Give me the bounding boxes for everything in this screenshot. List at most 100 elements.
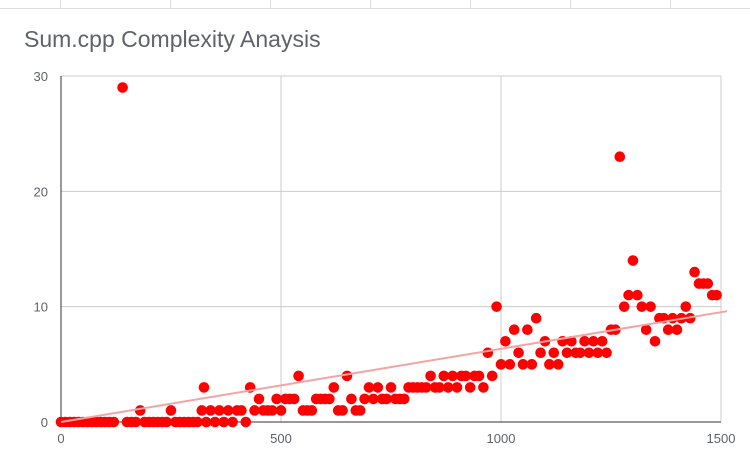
data-point	[425, 370, 436, 382]
data-point	[566, 335, 577, 347]
data-point	[473, 370, 485, 382]
data-point	[482, 347, 494, 359]
y-tick-label: 20	[34, 184, 48, 199]
data-point	[288, 393, 300, 405]
data-point	[649, 335, 661, 347]
y-tick-label: 30	[34, 69, 48, 84]
data-point	[192, 416, 203, 428]
data-point	[346, 393, 357, 405]
data-point	[526, 359, 538, 370]
data-point	[249, 405, 260, 416]
data-point	[209, 416, 221, 428]
x-tick-label: 1000	[487, 431, 516, 446]
data-point	[579, 335, 590, 347]
data-point	[464, 382, 476, 393]
data-point	[517, 359, 529, 370]
data-point	[544, 359, 555, 370]
data-point	[398, 393, 410, 405]
data-point	[442, 382, 454, 393]
data-point	[227, 416, 238, 428]
data-point	[372, 382, 384, 393]
data-point	[504, 359, 516, 370]
data-point	[165, 405, 177, 416]
data-point	[236, 405, 247, 416]
data-point	[434, 382, 445, 393]
data-point	[636, 301, 648, 312]
data-point	[306, 405, 318, 416]
data-point	[574, 347, 586, 359]
data-point	[337, 405, 348, 416]
data-point	[130, 416, 142, 428]
data-point	[478, 382, 489, 393]
trendline	[60, 310, 728, 423]
data-point	[328, 382, 340, 393]
data-point	[438, 370, 450, 382]
data-point	[530, 312, 542, 324]
x-tick-label: 1500	[707, 431, 736, 446]
data-point	[359, 393, 370, 405]
data-point	[271, 393, 282, 405]
data-point	[447, 370, 458, 382]
data-point	[451, 382, 463, 393]
data-point	[618, 301, 630, 312]
data-point	[508, 324, 520, 336]
data-point	[548, 347, 560, 359]
spreadsheet-header-strip	[0, 0, 750, 9]
data-point	[293, 370, 304, 382]
data-point	[632, 289, 643, 301]
data-point	[420, 382, 432, 393]
data-point	[196, 405, 208, 416]
data-point	[513, 347, 524, 359]
data-point	[662, 324, 674, 336]
data-point	[460, 370, 472, 382]
data-point	[161, 416, 172, 428]
data-point	[500, 335, 511, 347]
data-point	[495, 359, 507, 370]
data-point	[200, 416, 212, 428]
data-point	[680, 301, 692, 312]
data-point	[596, 335, 608, 347]
data-point	[614, 151, 626, 163]
data-point	[385, 382, 397, 393]
data-point	[702, 278, 714, 289]
data-point	[627, 255, 639, 266]
data-point	[218, 416, 230, 428]
data-point	[266, 405, 278, 416]
data-point	[240, 416, 252, 428]
data-point	[645, 301, 656, 312]
data-point	[205, 405, 216, 416]
x-tick-label: 500	[270, 431, 292, 446]
data-point	[253, 393, 265, 405]
data-point	[108, 416, 120, 428]
data-point	[117, 82, 128, 93]
data-point	[689, 266, 700, 278]
data-point	[134, 405, 146, 416]
data-point	[592, 347, 604, 359]
data-point	[381, 393, 392, 405]
data-point	[491, 301, 502, 312]
data-point	[671, 324, 683, 336]
data-point	[486, 370, 498, 382]
data-point	[522, 324, 533, 336]
chart-title: Sum.cpp Complexity Anaysis	[24, 26, 321, 52]
data-point	[583, 347, 595, 359]
data-point	[588, 335, 599, 347]
data-point	[711, 289, 722, 301]
data-point	[561, 347, 573, 359]
data-point	[222, 405, 234, 416]
y-tick-label: 10	[34, 300, 48, 315]
data-point	[601, 347, 612, 359]
data-point	[275, 405, 287, 416]
data-point	[324, 393, 335, 405]
data-point	[354, 405, 366, 416]
data-point	[552, 359, 564, 370]
data-point	[363, 382, 375, 393]
data-point	[198, 382, 210, 393]
data-point	[214, 405, 225, 416]
data-point	[640, 324, 652, 336]
x-tick-label: 0	[57, 431, 64, 446]
data-point	[623, 289, 634, 301]
data-point	[535, 347, 546, 359]
data-point	[368, 393, 379, 405]
